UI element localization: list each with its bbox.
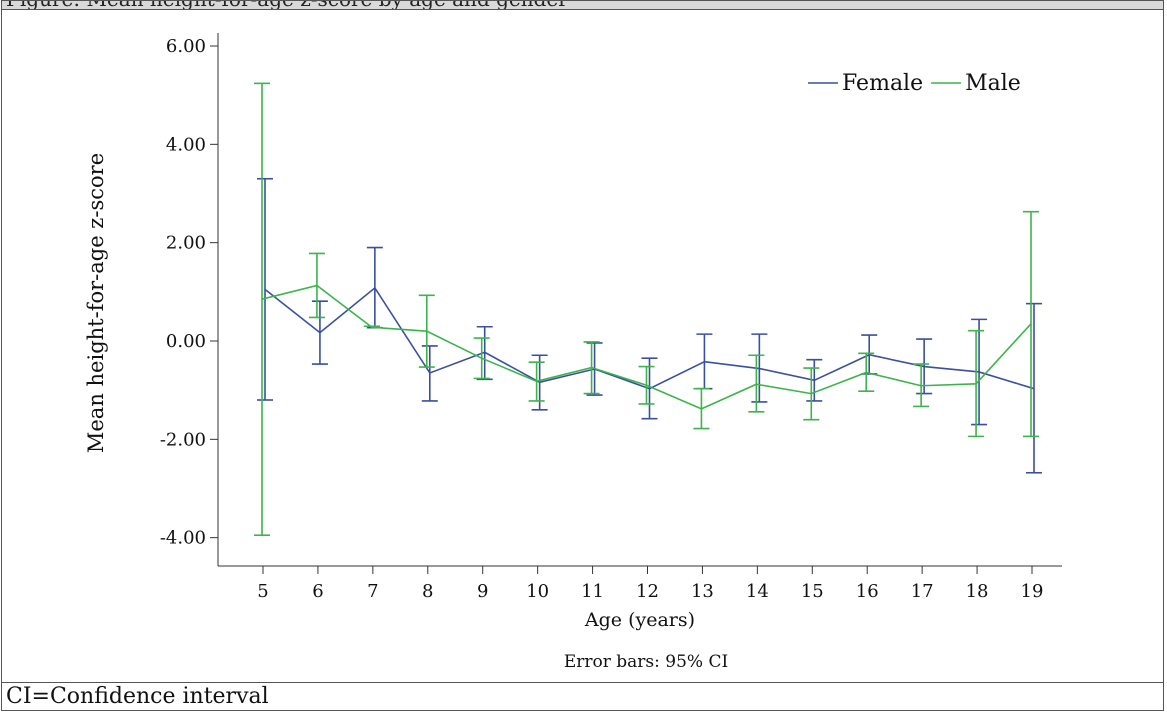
x-tick-label: 6: [312, 581, 323, 602]
y-tick-label: 4.00: [166, 134, 206, 155]
y-tick-label: -4.00: [160, 528, 206, 549]
x-axis-title: Age (years): [584, 609, 695, 631]
male-mean-line: [261, 284, 1032, 410]
x-tick-label: 9: [477, 581, 488, 602]
legend: Female Male: [808, 71, 1021, 96]
y-axis-title: Mean height-for-age z-score: [84, 153, 108, 453]
series-female: [257, 177, 1042, 474]
axes: -4.00 -2.00 0.00 2.00 4.00 6.00 5 6 7 8 9 10 11 12 13 1…: [160, 33, 1062, 602]
legend-label-male: Male: [965, 71, 1021, 96]
x-tick-label: 7: [367, 581, 378, 602]
figure-header-text: Figure: Mean height-for-age z-score by a…: [6, 1, 568, 9]
chart-marks: [254, 82, 1042, 537]
x-tick-label: 5: [257, 581, 268, 602]
figure-footnote: CI=Confidence interval: [6, 684, 269, 709]
x-tick-label: 8: [422, 581, 433, 602]
figure-footnote-row: CI=Confidence interval: [2, 682, 1163, 710]
x-tick-label: 17: [911, 581, 934, 602]
x-tick-label: 10: [526, 581, 549, 602]
y-tick-label: 0.00: [166, 331, 206, 352]
y-tick-label: 6.00: [166, 36, 206, 57]
y-tick-label: 2.00: [166, 233, 206, 254]
x-tick-label: 18: [966, 581, 989, 602]
x-tick-label: 19: [1021, 581, 1044, 602]
x-tick-label: 14: [746, 581, 769, 602]
error-bar-note: Error bars: 95% CI: [564, 652, 728, 672]
series-male: [254, 82, 1039, 537]
y-tick-label: -2.00: [160, 429, 206, 450]
female-mean-line: [264, 286, 1035, 390]
x-tick-label: 15: [801, 581, 824, 602]
x-tick-label: 16: [856, 581, 879, 602]
legend-label-female: Female: [842, 71, 923, 96]
x-tick-label: 11: [581, 581, 604, 602]
x-tick-label: 13: [691, 581, 714, 602]
figure-header: Figure: Mean height-for-age z-score by a…: [2, 1, 1163, 10]
x-tick-label: 12: [636, 581, 659, 602]
